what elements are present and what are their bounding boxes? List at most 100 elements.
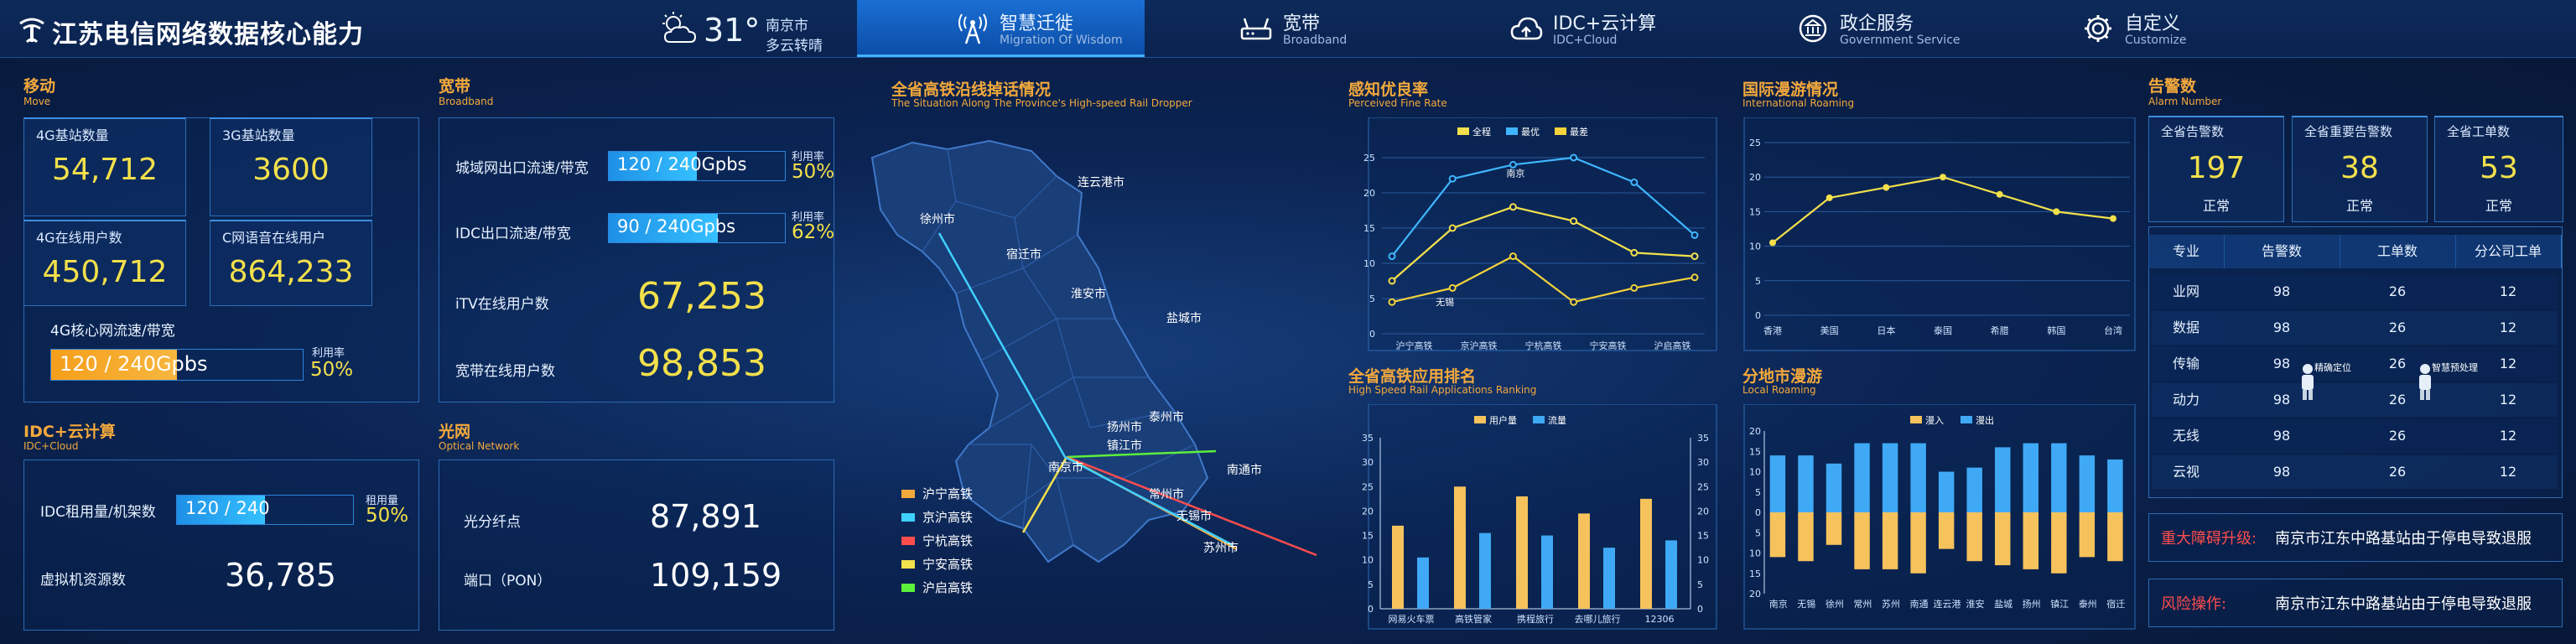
tab-label: 政企服务 <box>1840 13 1914 34</box>
y-tick-label: 0 <box>1368 604 1374 615</box>
stat-value: 3600 <box>252 153 330 187</box>
bar <box>1910 512 1926 574</box>
metro-flow-util-value: 50% <box>792 161 835 183</box>
legend-label-huning: 沪宁高铁 <box>922 486 973 501</box>
idc-out-flow-bar: 90 / 240Gpbs <box>608 213 786 243</box>
roaming-chart: 0 5 10 15 20 25 香港 美国 日本 泰国 希腊 韩国 台湾 <box>1743 117 2136 351</box>
tab-customize[interactable]: 自定义 Customize <box>2081 0 2232 57</box>
router-icon <box>1240 18 1272 40</box>
table-cell: 12 <box>2499 356 2517 371</box>
table-cell: 98 <box>2272 319 2291 335</box>
legend-swatch <box>1555 127 1566 135</box>
alarm-stat-tickets: 全省工单数 53 正常 <box>2434 116 2563 222</box>
tab-sublabel: Government Service <box>1840 34 1961 47</box>
y-tick-label: 10 <box>1362 555 1374 566</box>
bar <box>1995 447 2011 512</box>
table-row[interactable] <box>2152 275 2558 309</box>
top-navigation-bar: 江苏电信网络数据核心能力 31° 南京市 多云转晴 智慧迁徙 Migration… <box>0 0 2576 58</box>
data-point <box>1448 283 1457 292</box>
bar <box>1454 486 1466 609</box>
table-cell: 云视 <box>2172 464 2199 480</box>
bar <box>1541 535 1553 609</box>
tab-broadband[interactable]: 宽带 Broadband <box>1239 0 1374 57</box>
table-header-cell[interactable]: 告警数 <box>2224 235 2340 268</box>
table-header-cell[interactable]: 专业 <box>2148 235 2225 268</box>
y-tick-label: 0 <box>1755 507 1761 518</box>
rail-apps-subtitle: High Speed Rail Applications Ranking <box>1348 384 1537 396</box>
stat-value: 864,233 <box>228 255 354 289</box>
data-point <box>1388 252 1396 261</box>
chart-frame <box>1743 117 2136 351</box>
bar <box>1798 455 1814 512</box>
y-tick-label: 0 <box>1369 329 1375 340</box>
y-tick-label: 30 <box>1362 457 1374 468</box>
city-label-yangzhou: 扬州市 <box>1107 420 1142 434</box>
bar <box>2023 512 2038 569</box>
robot-icon <box>2302 364 2314 400</box>
y-tick-label: 10 <box>1749 242 1761 252</box>
alert-label: 重大障碍升级: <box>2161 530 2257 548</box>
table-cell: 98 <box>2272 428 2291 444</box>
legend-swatch-ninghang <box>901 537 915 545</box>
stat-4g-base-stations: 4G基站数量 54,712 <box>23 117 186 216</box>
y-tick-label: 10 <box>1749 548 1761 559</box>
x-tick-label: 12306 <box>1645 614 1675 625</box>
x-tick-label: 网易火车票 <box>1389 613 1435 625</box>
y-tick-label: 5 <box>1368 579 1374 590</box>
series-line <box>1391 156 1696 257</box>
metro-flow-bar-text: 120 / 240Gpbs <box>617 154 747 174</box>
table-row[interactable] <box>2152 347 2558 381</box>
broadband-panel-title: 宽带 <box>439 77 471 96</box>
table-cell: 业网 <box>2172 283 2199 299</box>
fine-rate-title: 感知优良率 <box>1348 80 1429 99</box>
x-tick-label: 盐城 <box>1994 599 2012 610</box>
x-tick-label: 徐州 <box>1826 598 1844 610</box>
bar <box>1910 443 1926 512</box>
x-tick-label: 香港 <box>1763 325 1782 336</box>
alert-major-row[interactable]: 重大障碍升级: 南京市江东中路基站由于停电导致退服 <box>2148 513 2563 562</box>
tab-migration[interactable]: 智慧迁徙 Migration Of Wisdom <box>956 0 1140 57</box>
table-row[interactable] <box>2152 311 2558 345</box>
province-outline <box>870 139 1209 564</box>
table-cell: 98 <box>2272 356 2291 371</box>
alert-risk-row[interactable]: 风险操作: 南京市江东中路基站由于停电导致退服 <box>2148 579 2563 627</box>
broadband-users-value: 98,853 <box>637 342 766 385</box>
table-header-cell[interactable]: 分公司工单 <box>2455 235 2562 268</box>
city-label-zhenjiang: 镇江市 <box>1107 439 1142 453</box>
data-point <box>1630 178 1639 186</box>
tab-sublabel: IDC+Cloud <box>1553 34 1618 47</box>
city-label-huaian: 淮安市 <box>1071 287 1106 301</box>
series-line <box>1391 205 1696 282</box>
x-tick-label: 苏州 <box>1882 599 1900 610</box>
gear-icon <box>2085 15 2111 42</box>
stat-label: 3G基站数量 <box>222 127 295 143</box>
city-labels: 连云港市 徐州市 宿迁市 淮安市 盐城市 扬州市 泰州市 镇江市 南京市 南通市… <box>920 175 1262 555</box>
idc-panel-title: IDC+云计算 <box>23 423 116 441</box>
robot-label: 精确定位 <box>2314 362 2351 373</box>
y2-tick-label: 10 <box>1697 555 1709 566</box>
bar <box>1826 463 1842 512</box>
y-tick-label: 15 <box>1362 531 1374 542</box>
data-point <box>1388 277 1396 285</box>
stat-label: 全省告警数 <box>2161 124 2225 139</box>
table-row[interactable] <box>2152 455 2558 489</box>
weather-city: 南京市 <box>766 18 808 34</box>
table-cell: 12 <box>2499 392 2517 408</box>
city-label-lianyungang: 连云港市 <box>1078 175 1124 190</box>
table-header-cell[interactable]: 工单数 <box>2340 235 2456 268</box>
tab-sublabel: Migration Of Wisdom <box>1000 34 1123 47</box>
metro-flow-bar-fill <box>609 152 697 180</box>
tab-idc-cloud[interactable]: IDC+云计算 IDC+Cloud <box>1509 0 1677 57</box>
data-point <box>1509 252 1517 261</box>
legend-label-ninghang: 宁杭高铁 <box>922 533 973 548</box>
table-row[interactable] <box>2152 383 2558 417</box>
table-row[interactable] <box>2152 419 2558 453</box>
y2-tick-label: 0 <box>1697 604 1703 615</box>
rail-apps-title: 全省高铁应用排名 <box>1348 367 1477 386</box>
rail-map-title: 全省高铁沿线掉话情况 <box>891 80 1052 99</box>
bar <box>2079 455 2096 512</box>
core-flow-bar-fill <box>51 350 177 380</box>
tab-government-service[interactable]: 政企服务 Government Service <box>1796 0 1981 57</box>
table-cell: 98 <box>2272 283 2291 299</box>
bar <box>1882 443 1898 512</box>
